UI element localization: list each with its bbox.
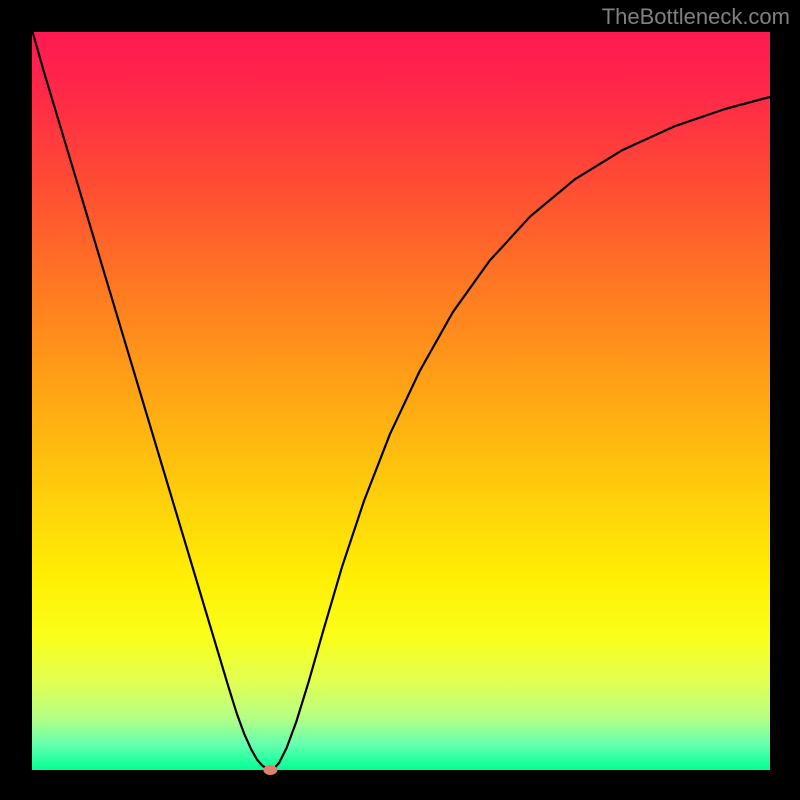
- chart-container: TheBottleneck.com: [0, 0, 800, 800]
- watermark-text: TheBottleneck.com: [602, 4, 790, 30]
- bottleneck-curve-chart: [0, 0, 800, 800]
- minimum-marker: [263, 765, 277, 775]
